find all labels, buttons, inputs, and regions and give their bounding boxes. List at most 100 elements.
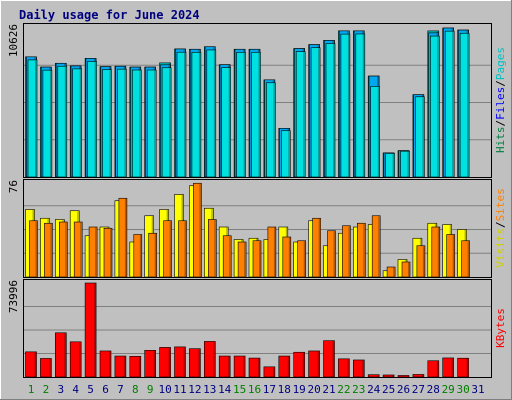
bar-sites — [73, 221, 83, 278]
day-label: 23 — [352, 383, 365, 396]
bar-pages — [310, 47, 321, 178]
bar-sites — [88, 226, 98, 278]
day-label: 30 — [456, 383, 469, 396]
day-label: 9 — [147, 383, 154, 396]
bar-pages — [132, 69, 142, 178]
legend-entry: Files — [494, 87, 507, 120]
day-label: 20 — [307, 383, 320, 396]
bar-kbytes — [442, 357, 455, 378]
bar-kbytes — [84, 282, 97, 378]
day-label: 22 — [337, 383, 350, 396]
day-label: 2 — [43, 383, 50, 396]
bar-pages — [72, 68, 82, 178]
bar-kbytes — [248, 357, 261, 378]
day-label: 28 — [427, 383, 440, 396]
bar-pages — [251, 52, 261, 178]
bar-sites — [401, 261, 411, 278]
bar-kbytes — [54, 332, 67, 378]
day-label: 5 — [87, 383, 94, 396]
legend-entry: / — [494, 221, 507, 228]
bar-pages — [206, 49, 217, 178]
bar-pages — [27, 59, 38, 178]
bar-sites — [297, 240, 307, 278]
legend-visits-sites: Visits/Sites — [494, 188, 507, 268]
bar-sites — [178, 220, 187, 278]
day-label: 18 — [278, 383, 291, 396]
bar-pages — [355, 33, 366, 178]
day-label: 7 — [117, 383, 124, 396]
bar-sites — [267, 226, 277, 278]
bar-sites — [133, 234, 143, 278]
max-value-label: 10626 — [7, 24, 20, 57]
legend-entry: Visits — [494, 228, 507, 268]
bar-pages — [87, 61, 97, 178]
bar-sites — [431, 226, 441, 278]
day-axis-labels: 1 2 3 4 5 6 7 8 9 10 11 12 13 14 15 16 17 18 19 20 21 22 23 24 2… — [28, 383, 485, 396]
day-label: 16 — [248, 383, 261, 396]
bar-sites — [148, 232, 157, 278]
day-label: 15 — [233, 383, 246, 396]
bar-kbytes — [159, 347, 171, 378]
bar-sites — [312, 217, 321, 278]
bar-kbytes — [99, 350, 112, 378]
bar-pages — [429, 35, 440, 178]
day-label: 14 — [218, 383, 232, 396]
bar-pages — [117, 68, 127, 178]
legend-hits-files-pages: Hits/Files/Pages — [494, 47, 507, 153]
legend-entry: / — [494, 80, 507, 87]
bar-sites — [386, 266, 396, 278]
bar-kbytes — [278, 355, 291, 378]
day-label: 29 — [442, 383, 455, 396]
bar-kbytes — [189, 348, 201, 378]
chart-title: Daily usage for June 2024 — [19, 8, 200, 22]
legend-kbytes: KBytes — [494, 308, 507, 348]
bar-kbytes — [204, 341, 216, 378]
bar-kbytes — [323, 340, 335, 378]
bar-kbytes — [114, 355, 127, 378]
bar-pages — [236, 52, 246, 178]
bar-pages — [400, 150, 410, 178]
bar-kbytes — [397, 375, 410, 378]
bar-sites — [103, 227, 113, 278]
day-label: 13 — [203, 383, 216, 396]
bar-pages — [221, 67, 231, 178]
panel-visits-sites: 76 Visits/Sites — [7, 179, 507, 278]
day-label: 4 — [72, 383, 79, 396]
bar-sites — [58, 221, 68, 278]
bar-kbytes — [69, 341, 82, 378]
bar-pages — [415, 96, 425, 178]
bar-sites — [327, 230, 336, 278]
bar-pages — [57, 65, 68, 178]
bar-sites — [193, 182, 202, 278]
max-value-label: 76 — [7, 180, 20, 193]
bar-pages — [102, 69, 112, 178]
bar-pages — [340, 33, 351, 178]
bar-sites — [222, 235, 232, 278]
bar-sites — [342, 225, 351, 278]
day-label: 6 — [102, 383, 109, 396]
panel-kbytes: 73996 KBytes — [7, 279, 507, 378]
bar-pages — [459, 32, 470, 178]
day-label: 19 — [293, 383, 306, 396]
day-label: 1 — [28, 383, 35, 396]
bar-kbytes — [233, 355, 246, 378]
bar-kbytes — [25, 351, 37, 378]
day-label: 8 — [132, 383, 139, 396]
bar-sites — [208, 219, 217, 278]
day-label: 10 — [158, 383, 171, 396]
bar-sites — [282, 236, 292, 278]
bar-sites — [44, 222, 53, 278]
bar-kbytes — [144, 350, 156, 378]
bar-sites — [356, 222, 366, 278]
bar-pages — [280, 130, 291, 178]
bar-sites — [252, 240, 262, 278]
legend-entry: KBytes — [494, 308, 507, 348]
bar-kbytes — [293, 351, 306, 378]
bar-kbytes — [412, 374, 425, 378]
bar-pages — [146, 69, 157, 178]
bar-sites — [29, 220, 38, 278]
day-label: 3 — [57, 383, 64, 396]
bar-kbytes — [40, 358, 52, 378]
bar-kbytes — [352, 359, 365, 378]
